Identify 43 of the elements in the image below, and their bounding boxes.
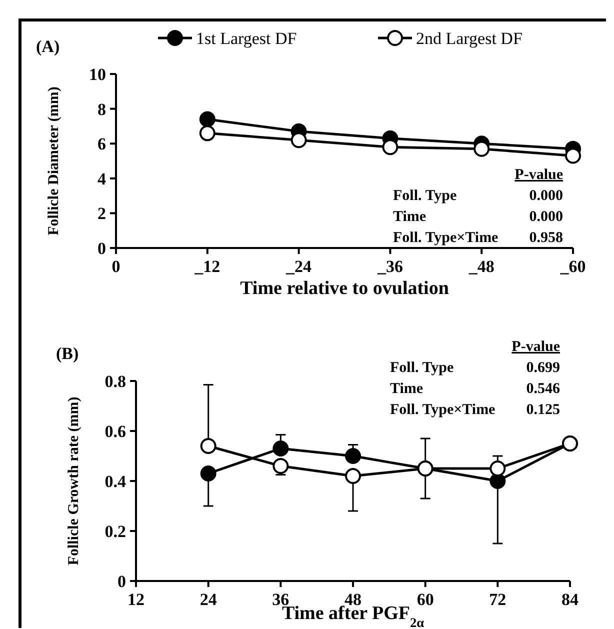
y-tick-label: 0.2: [104, 522, 126, 541]
x-tick-label: 84: [562, 590, 579, 609]
x-tick-label: 48: [344, 590, 362, 609]
legend-label: 1st Largest DF: [196, 28, 297, 48]
text: Foll. Type: [390, 360, 454, 376]
annotation: Time: [390, 381, 424, 397]
y-tick-label: 2: [98, 204, 106, 224]
x-tick-label: _36: [376, 257, 403, 276]
annotation: Foll. Type: [393, 188, 457, 204]
annotation: Foll. Type×Time: [393, 230, 499, 246]
y-tick-label: 0: [118, 572, 126, 591]
y-tick-label: 0.4: [104, 472, 126, 491]
x-tick-label: 24: [200, 590, 218, 609]
x-tick-label: 60: [416, 590, 434, 609]
y-axis-title: Follicle Diameter (mm): [46, 86, 62, 236]
annotation: 0.000: [529, 188, 563, 204]
y-tick-label: 0.6: [104, 422, 126, 441]
x-tick-label: _60: [559, 257, 586, 276]
annotation: 0.000: [529, 209, 563, 225]
y-tick-label: 4: [98, 169, 106, 188]
annotation: Time: [393, 209, 426, 225]
y-tick-label: 10: [89, 64, 106, 84]
annotation: P-value: [514, 167, 564, 183]
x-tick-label: _48: [468, 257, 494, 276]
y-tick-label: 6: [98, 134, 106, 154]
x-tick-label: _24: [285, 257, 312, 276]
x-tick-label: _12: [194, 257, 220, 276]
text: 0.699: [526, 360, 560, 376]
y-tick-label: 0: [98, 238, 106, 258]
chart-title: (A): [36, 37, 60, 56]
annotation: 0.958: [529, 230, 563, 246]
x-axis-title: Time relative to ovulation: [240, 278, 450, 299]
x-tick-label: 72: [489, 590, 506, 609]
y-tick-label: 8: [98, 100, 106, 119]
chart-title: (B): [56, 344, 79, 363]
y-axis-title: Follicle Growth rate (mm): [66, 396, 82, 566]
y-tick-label: 0.8: [104, 372, 126, 391]
legend-label: 2nd Largest DF: [416, 28, 522, 48]
x-tick-label: 12: [128, 590, 144, 609]
annotation: Foll. Type×Time: [390, 402, 496, 418]
annotation: 0.125: [526, 402, 560, 418]
annotation: 0.546: [526, 381, 560, 397]
text: P-value: [512, 339, 560, 355]
